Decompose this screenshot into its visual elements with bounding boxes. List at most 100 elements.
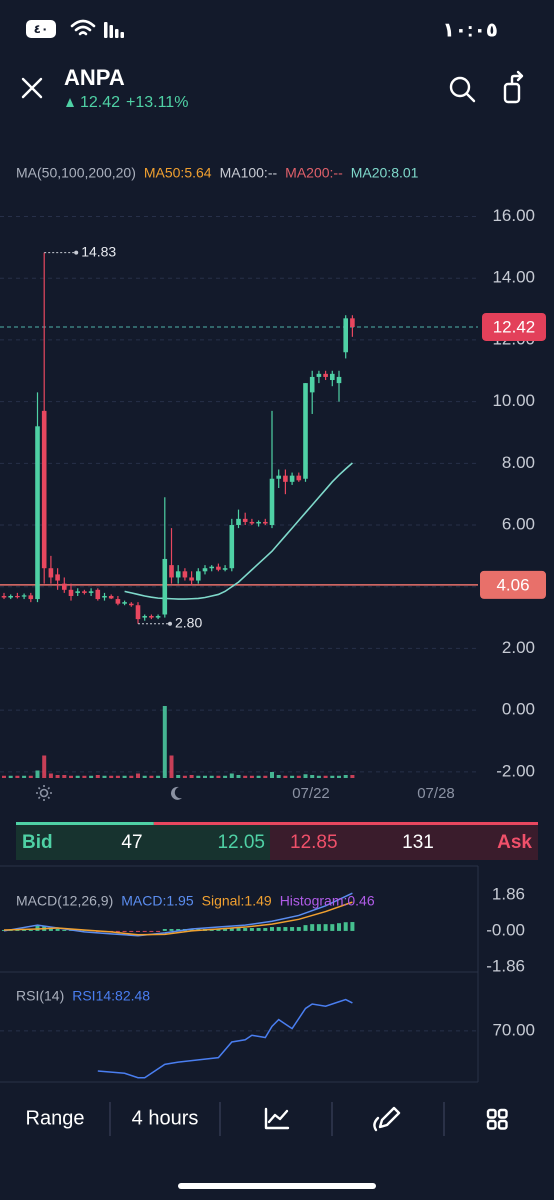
volume-bar [115,775,120,778]
ask-size-bar [153,822,538,825]
volume-bar [82,775,87,778]
histogram-bar [337,923,341,931]
ask-price: 12.85 [290,832,338,853]
y-tick-label: -0.00 [486,920,525,939]
candle-body [95,589,101,600]
volume-bar [223,775,228,778]
candle-body [196,571,201,581]
bid-label: Bid [22,832,53,853]
draw-button[interactable] [373,1106,401,1132]
volume-bar [22,775,27,778]
battery-icon [26,20,56,38]
close-button[interactable] [21,77,43,99]
annotation-dot [168,621,172,626]
volume-bar [28,775,33,778]
volume-bar [189,775,194,778]
volume-bar [129,775,134,778]
y-tick-label: 10.00 [492,391,535,410]
legend-entry: MACD:1.95 [121,893,194,909]
bid-size: 47 [121,832,142,853]
volume-bar [109,775,114,778]
volume-bar [2,775,6,778]
candle-body [129,603,134,606]
legend-entry: Histogram:0.46 [280,893,375,909]
volume-bar [176,775,181,778]
histogram-bar [256,928,261,931]
search-button[interactable] [449,76,476,103]
symbol: ANPA [64,65,125,90]
histogram-bar [270,927,274,931]
volume-bar [249,775,254,778]
y-tick-label: 16.00 [492,206,535,225]
volume-bar [42,755,47,778]
candle-body [41,410,47,569]
volume-bar [169,755,174,778]
candle-body [102,595,107,598]
candle-body [48,568,54,578]
histogram-bar [243,928,248,931]
volume-bar [256,775,261,778]
histogram-bar [249,928,254,931]
candle-body [236,518,241,526]
legend-entry: MA100:-- [220,165,278,181]
range-button[interactable]: Range [26,1107,85,1129]
candle-body [75,591,80,593]
indicator-button[interactable] [264,1107,290,1130]
candle-body [316,373,322,377]
histogram-bar [15,929,20,931]
histogram-bar [169,928,174,931]
candle-body [350,318,355,327]
candle-body [162,558,168,615]
candle-body [202,568,208,572]
up-arrow [66,98,74,107]
volume-bar [182,775,187,778]
ask-label: Ask [497,832,532,853]
histogram-bar [55,928,60,931]
volume-bar [55,775,60,778]
candle-body [62,583,67,590]
y-tick-label: 14.00 [492,268,535,287]
histogram-bar [310,924,315,931]
candle-body [242,518,248,522]
volume-bar [196,775,201,778]
histogram-bar [303,925,308,931]
histogram-bar [290,927,295,931]
price-line-label: 4.06 [496,575,529,594]
interval-button[interactable]: 4 hours [132,1107,199,1129]
candle-body [115,599,121,604]
ask-background [270,822,538,860]
volume-bar [136,773,140,778]
candle-body [296,475,302,481]
candle-body [283,475,288,482]
candle-body [8,595,13,598]
candle-body [15,595,20,598]
candle-body [68,589,74,596]
indicator-line [3,901,353,936]
volume-bar [162,706,167,778]
candle-body [229,525,235,569]
volume-bar [296,775,301,778]
candle-body [21,595,27,597]
histogram-bar [216,928,221,931]
panel-title: RSI(14) [16,988,64,1004]
share-button[interactable] [503,70,524,104]
layout-button[interactable] [486,1108,508,1130]
volume-bar [337,775,341,778]
histogram-bar [223,928,228,931]
candle-body [182,571,188,578]
price-change: +13.11% [126,94,188,111]
candle-body [55,574,60,581]
ask-size: 131 [402,832,434,853]
candle-body [222,568,228,570]
volume-bar [316,775,321,778]
volume-bar [290,775,295,778]
histogram-bar [162,928,167,931]
y-tick-label: 70.00 [492,1020,535,1039]
bid-background [16,822,270,860]
x-tick-label: 07/22 [292,785,330,802]
histogram-bar [263,928,268,931]
signal-icon [104,22,124,38]
day-icon [36,785,52,801]
